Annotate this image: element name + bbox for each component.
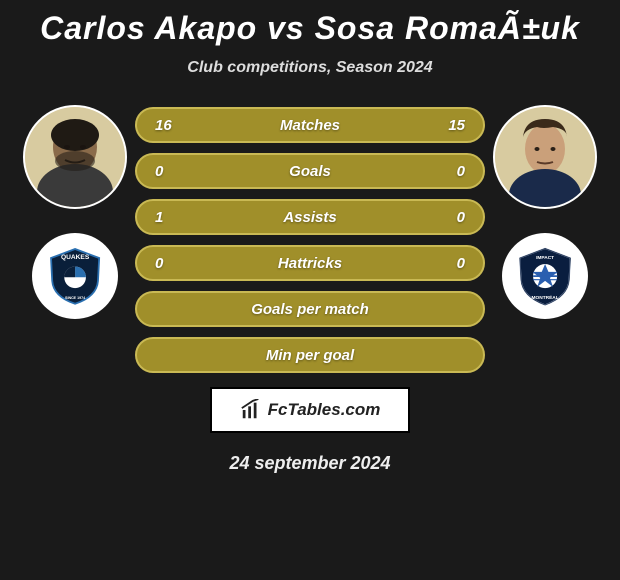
stat-right-value: 15	[437, 117, 465, 134]
stat-row-matches: 16 Matches 15	[135, 107, 485, 143]
stat-row-goals: 0 Goals 0	[135, 153, 485, 189]
right-player-avatar	[493, 105, 597, 209]
stat-row-mpg: Min per goal	[135, 337, 485, 373]
stat-label: Assists	[183, 209, 437, 226]
right-club-badge: IMPACT MONTRÉAL	[502, 233, 588, 319]
main-area: QUAKES SINCE 1974 16 Matches 15 0 Goals …	[0, 105, 620, 373]
stat-label: Hattricks	[183, 255, 437, 272]
stat-left-value: 16	[155, 117, 183, 134]
comparison-card: Carlos Akapo vs Sosa RomaÃ±uk Club compe…	[0, 0, 620, 580]
stat-label: Matches	[183, 117, 437, 134]
page-title: Carlos Akapo vs Sosa RomaÃ±uk	[40, 10, 580, 47]
left-player-avatar	[23, 105, 127, 209]
quakes-badge-icon: QUAKES SINCE 1974	[45, 246, 105, 306]
stat-left-value: 1	[155, 209, 183, 226]
branding-text: FcTables.com	[268, 400, 381, 420]
stat-right-value: 0	[437, 163, 465, 180]
left-club-badge: QUAKES SINCE 1974	[32, 233, 118, 319]
chart-icon	[240, 399, 262, 421]
branding-box[interactable]: FcTables.com	[210, 387, 410, 433]
stat-row-gpm: Goals per match	[135, 291, 485, 327]
date-line: 24 september 2024	[229, 453, 390, 474]
stat-row-assists: 1 Assists 0	[135, 199, 485, 235]
svg-text:IMPACT: IMPACT	[536, 255, 554, 261]
stat-label: Goals per match	[155, 301, 465, 318]
stat-label: Goals	[183, 163, 437, 180]
person-icon	[495, 107, 595, 207]
stat-right-value: 0	[437, 209, 465, 226]
stat-left-value: 0	[155, 163, 183, 180]
svg-text:SINCE 1974: SINCE 1974	[65, 296, 85, 300]
right-player-column: IMPACT MONTRÉAL	[485, 105, 605, 319]
left-player-column: QUAKES SINCE 1974	[15, 105, 135, 319]
stat-left-value: 0	[155, 255, 183, 272]
stats-column: 16 Matches 15 0 Goals 0 1 Assists 0 0 Ha…	[135, 105, 485, 373]
person-icon	[25, 107, 125, 207]
montreal-badge-icon: IMPACT MONTRÉAL	[515, 246, 575, 306]
stat-right-value: 0	[437, 255, 465, 272]
stat-label: Min per goal	[155, 347, 465, 364]
subtitle: Club competitions, Season 2024	[187, 59, 432, 77]
stat-row-hattricks: 0 Hattricks 0	[135, 245, 485, 281]
svg-text:QUAKES: QUAKES	[61, 254, 90, 261]
